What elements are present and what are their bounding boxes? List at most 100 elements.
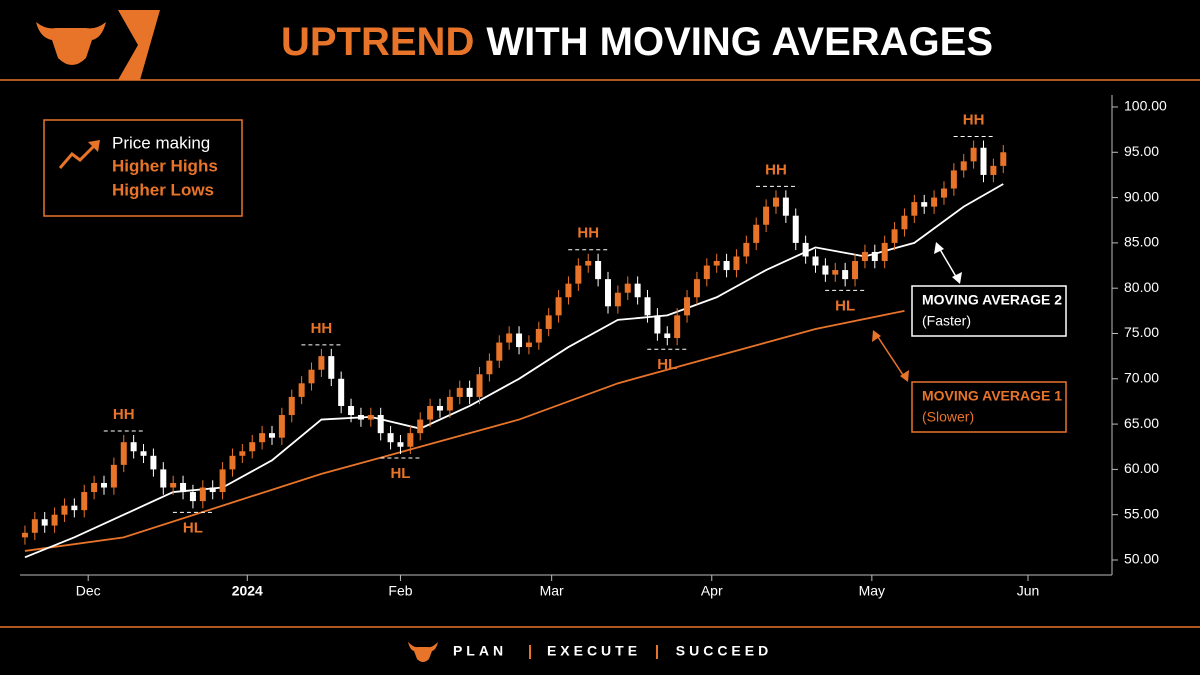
candle-body: [713, 261, 720, 266]
candle-body: [110, 464, 117, 488]
candle-body: [871, 251, 878, 262]
candle-body: [377, 415, 384, 434]
y-tick-label: 80.00: [1124, 279, 1159, 295]
y-tick-label: 95.00: [1124, 143, 1159, 159]
candle-body: [31, 519, 38, 533]
candle-body: [456, 387, 463, 397]
candle-body: [436, 405, 443, 411]
candle-body: [367, 415, 374, 420]
candle-body: [743, 242, 750, 257]
candle-body: [881, 242, 888, 262]
candle-body: [772, 197, 779, 207]
y-tick-label: 75.00: [1124, 324, 1159, 340]
candle-body: [170, 482, 177, 488]
candle-body: [604, 279, 611, 307]
legend-text: Higher Lows: [112, 180, 214, 199]
x-tick-label: Mar: [540, 583, 564, 599]
x-tick-label: Feb: [388, 583, 412, 599]
ma2-note: (Faster): [922, 313, 971, 329]
y-tick-label: 55.00: [1124, 505, 1159, 521]
candle-body: [763, 206, 770, 225]
candle-body: [733, 256, 740, 271]
candle-body: [535, 328, 542, 343]
swing-label: HH: [963, 111, 985, 128]
candle-body: [298, 383, 305, 397]
title-rest: WITH MOVING AVERAGES: [486, 20, 993, 64]
swing-label: HL: [657, 356, 677, 373]
candle-body: [545, 315, 552, 329]
swing-label: HH: [311, 320, 333, 337]
ma2-arrow-head: [934, 242, 944, 254]
candle-body: [595, 261, 602, 280]
candle-body: [664, 333, 671, 339]
candle-body: [832, 270, 839, 275]
candle-body: [41, 519, 48, 526]
candle-body: [525, 342, 532, 348]
swing-label: HH: [113, 406, 135, 423]
candle-body: [950, 170, 957, 189]
candle-body: [585, 261, 592, 266]
candle-body: [397, 442, 404, 447]
ma1-arrow-head: [872, 330, 881, 342]
candle-body: [199, 487, 206, 502]
page-title: UPTREND WITH MOVING AVERAGES: [281, 20, 993, 64]
candle-body: [703, 265, 710, 280]
candle-body: [348, 405, 355, 416]
x-tick-label: 2024: [232, 583, 263, 599]
candle-body: [140, 451, 147, 456]
candle-body: [21, 532, 28, 538]
candle-body: [288, 396, 295, 416]
x-tick-label: Jun: [1017, 583, 1040, 599]
candle-body: [634, 283, 641, 298]
title-accent: UPTREND: [281, 20, 474, 64]
candle-body: [555, 297, 562, 316]
y-tick-label: 60.00: [1124, 460, 1159, 476]
candle-body: [318, 356, 325, 370]
ma1-box: [911, 381, 1067, 433]
swing-label: HL: [390, 465, 410, 482]
footer-item: SUCCEED: [676, 643, 772, 659]
y-tick-label: 100.00: [1124, 98, 1167, 114]
candle-body: [308, 369, 315, 384]
candle-body: [446, 396, 453, 411]
candle-body: [852, 261, 859, 280]
trend-icon-head: [88, 140, 100, 152]
candle-body: [81, 492, 88, 511]
candle-body: [802, 242, 809, 257]
candle-body: [407, 433, 414, 447]
candle-body: [357, 415, 364, 420]
legend-box: [43, 119, 243, 217]
swing-label: HH: [577, 225, 599, 242]
candle-body: [960, 161, 967, 171]
y-tick-label: 65.00: [1124, 415, 1159, 431]
candle-body: [209, 487, 216, 493]
candle-body: [328, 356, 335, 379]
candle-body: [614, 292, 621, 307]
candle-body: [822, 265, 829, 275]
ma1-label: MOVING AVERAGE 1: [922, 388, 1062, 404]
candle-body: [516, 333, 523, 348]
x-tick-label: May: [859, 583, 885, 599]
ma2-box: [911, 285, 1067, 337]
candle-body: [476, 374, 483, 397]
candle-body: [496, 342, 503, 361]
candle-body: [575, 265, 582, 284]
candle-body: [674, 315, 681, 339]
candle-body: [160, 469, 167, 488]
candle-body: [486, 360, 493, 375]
candle-body: [506, 333, 513, 343]
candle-body: [901, 215, 908, 230]
x-tick-label: Dec: [76, 583, 101, 599]
candle-body: [624, 283, 631, 293]
ma1-arrow: [875, 333, 906, 379]
candle-body: [278, 415, 285, 438]
candle-body: [684, 297, 691, 316]
moving-average-line: [24, 309, 905, 552]
candle-body: [723, 261, 730, 271]
candle-body: [387, 433, 394, 443]
candle-body: [693, 279, 700, 298]
candle-body: [921, 202, 928, 207]
moving-average-line: [24, 183, 1004, 559]
ma2-label: MOVING AVERAGE 2: [922, 292, 1062, 308]
candle-body: [565, 283, 572, 298]
